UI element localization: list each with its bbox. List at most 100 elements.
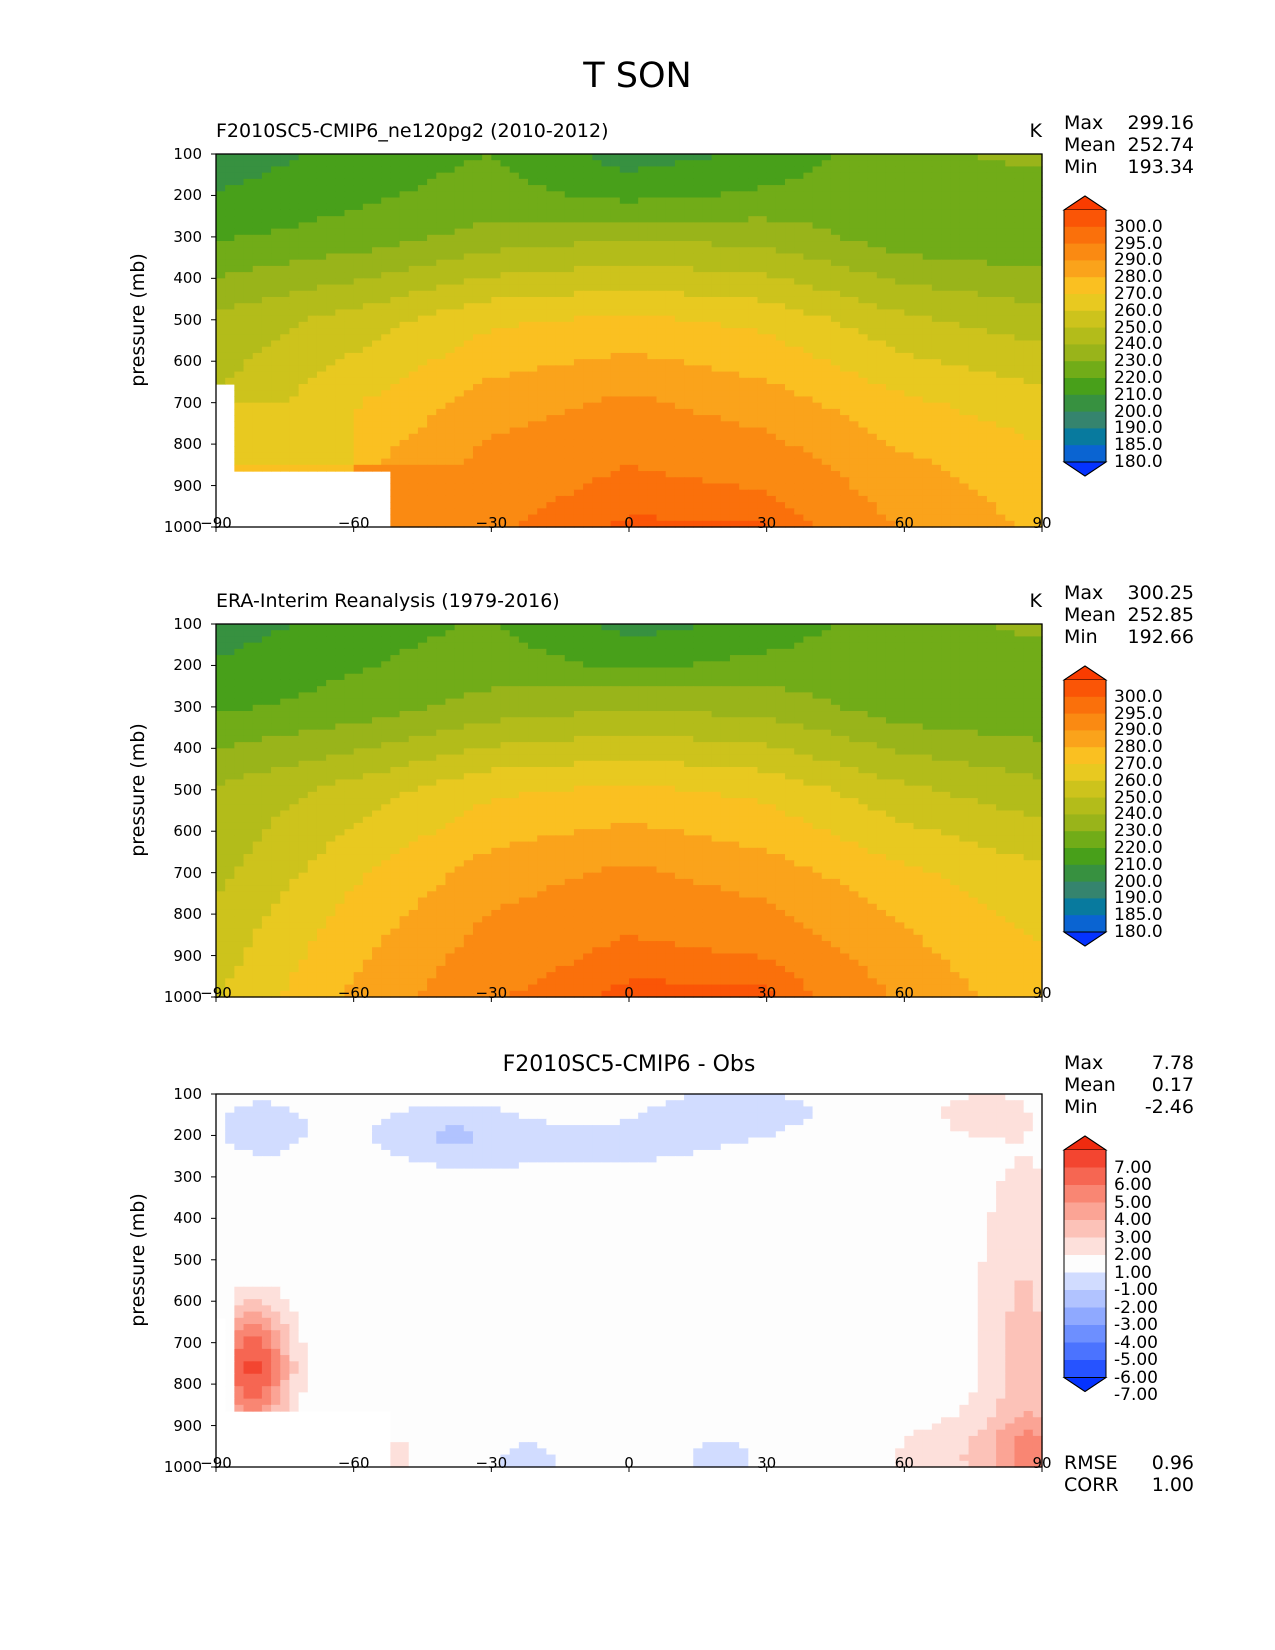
contour-cell <box>564 234 575 242</box>
contour-cell <box>243 203 254 211</box>
contour-cell <box>454 390 465 398</box>
contour-cell <box>344 160 355 168</box>
contour-cell <box>876 489 887 497</box>
contour-cell <box>766 203 777 211</box>
contour-cell <box>399 247 410 255</box>
contour-cell <box>344 191 355 199</box>
contour-cell <box>775 253 786 261</box>
contour-cell <box>491 178 502 186</box>
contour-cell <box>702 154 713 161</box>
contour-cell <box>408 247 419 255</box>
contour-cell <box>482 446 492 453</box>
contour-cell <box>674 203 685 211</box>
contour-cell <box>326 365 336 373</box>
contour-cell <box>417 439 428 447</box>
contour-cell <box>885 439 896 447</box>
contour-cell <box>509 402 520 410</box>
contour-cell <box>344 209 355 217</box>
contour-cell <box>537 191 547 199</box>
contour-cell <box>372 154 382 161</box>
contour-cell <box>555 166 566 174</box>
contour-cell <box>289 328 300 335</box>
contour-cell <box>491 359 502 366</box>
contour-cell <box>564 178 575 186</box>
contour-cell <box>445 154 456 161</box>
contour-cell <box>941 328 951 335</box>
contour-cell <box>243 340 254 348</box>
contour-cell <box>335 296 346 304</box>
contour-cell <box>271 160 281 168</box>
contour-cell <box>298 234 309 242</box>
contour-cell <box>757 253 768 261</box>
contour-cell <box>344 222 355 230</box>
contour-cell <box>656 315 667 323</box>
contour-cell <box>500 334 511 342</box>
contour-cell <box>619 228 630 236</box>
contour-cell <box>298 384 309 391</box>
contour-cell <box>849 303 860 311</box>
contour-cell <box>491 346 502 354</box>
contour-cell <box>904 328 915 335</box>
contour-cell <box>399 178 410 186</box>
contour-cell <box>528 396 538 404</box>
contour-cell <box>417 377 428 385</box>
contour-cell <box>316 154 327 161</box>
contour-cell <box>509 421 520 429</box>
contour-cell <box>537 259 547 267</box>
contour-cell <box>252 371 263 379</box>
contour-cell <box>629 446 639 453</box>
contour-cell <box>647 446 658 453</box>
contour-cell <box>436 290 447 298</box>
contour-cell <box>399 495 410 503</box>
contour-cell <box>573 172 584 180</box>
contour-cell <box>821 396 832 404</box>
contour-cell <box>225 203 235 211</box>
contour-cell <box>509 458 520 466</box>
contour-cell <box>766 433 777 441</box>
contour-cell <box>996 234 1006 242</box>
contour-cell <box>693 433 704 441</box>
contour-cell <box>904 433 915 441</box>
contour-cell <box>996 452 1006 460</box>
contour-cell <box>326 185 336 192</box>
contour-cell <box>234 234 245 242</box>
contour-cell <box>555 154 566 161</box>
contour-cell <box>307 284 318 292</box>
contour-cell <box>454 421 465 429</box>
contour-cell <box>280 439 291 447</box>
contour-cell <box>436 352 447 360</box>
contour-cell <box>785 346 795 354</box>
contour-cell <box>693 315 704 323</box>
contour-cell <box>794 352 804 360</box>
contour-cell <box>1014 272 1025 279</box>
contour-cell <box>509 502 520 509</box>
contour-cell <box>950 352 960 360</box>
contour-cell <box>353 259 364 267</box>
contour-cell <box>830 185 841 192</box>
contour-cell <box>335 203 346 211</box>
contour-cell <box>216 284 226 292</box>
contour-cell <box>335 241 346 248</box>
contour-cell <box>546 365 557 373</box>
contour-cell <box>876 365 887 373</box>
contour-cell <box>840 272 850 279</box>
contour-cell <box>922 197 933 205</box>
contour-cell <box>638 371 648 379</box>
contour-cell <box>528 365 538 373</box>
contour-cell <box>702 458 713 466</box>
contour-cell <box>564 371 575 379</box>
contour-cell <box>867 241 878 248</box>
contour-cell <box>252 296 263 304</box>
contour-cell <box>757 384 768 391</box>
contour-cell <box>913 334 924 342</box>
contour-cell <box>950 464 960 472</box>
contour-cell <box>353 166 364 174</box>
contour-cell <box>491 402 502 410</box>
contour-cell <box>840 265 850 273</box>
contour-cell <box>619 390 630 398</box>
contour-cell <box>298 241 309 248</box>
contour-cell <box>922 334 933 342</box>
contour-cell <box>702 365 713 373</box>
contour-cell <box>757 259 768 267</box>
contour-cell <box>849 502 860 509</box>
